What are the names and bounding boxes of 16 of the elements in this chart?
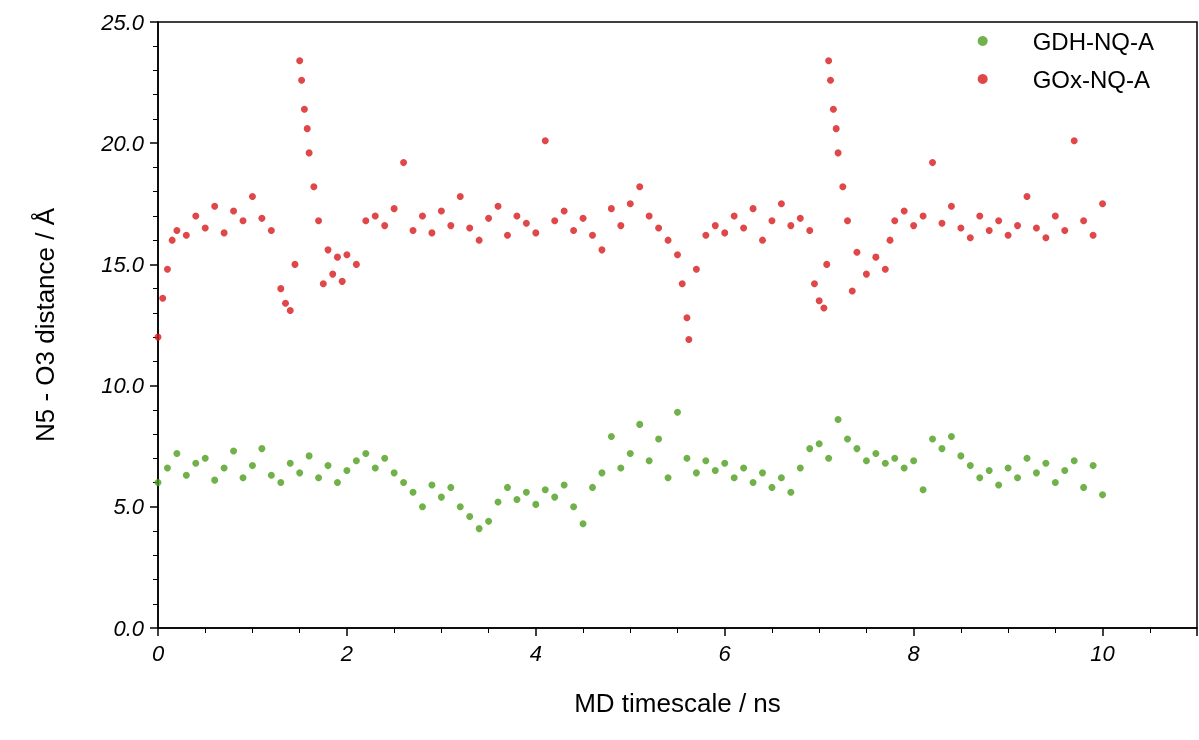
x-tick-label: 8 — [907, 640, 921, 666]
y-tick-label: 0.0 — [113, 615, 145, 641]
x-tick-label: 6 — [718, 640, 732, 666]
x-axis-title: MD timescale / ns — [574, 688, 781, 718]
y-axis-title: N5 - O3 distance / Å — [30, 207, 60, 443]
y-tick-label: 10.0 — [101, 373, 145, 399]
legend-label: GOx-NQ-A — [1032, 65, 1150, 93]
y-tick-label: 15.0 — [101, 251, 145, 277]
y-tick-label: 25.0 — [100, 9, 145, 35]
y-tick-label: 20.0 — [100, 130, 145, 156]
x-tick-label: 4 — [529, 640, 542, 666]
y-tick-label: 5.0 — [113, 494, 145, 520]
legend-label: GDH-NQ-A — [1032, 27, 1154, 55]
x-tick-label: 10 — [1090, 640, 1116, 666]
x-tick-label: 0 — [151, 640, 165, 666]
x-tick-label: 2 — [339, 640, 354, 666]
